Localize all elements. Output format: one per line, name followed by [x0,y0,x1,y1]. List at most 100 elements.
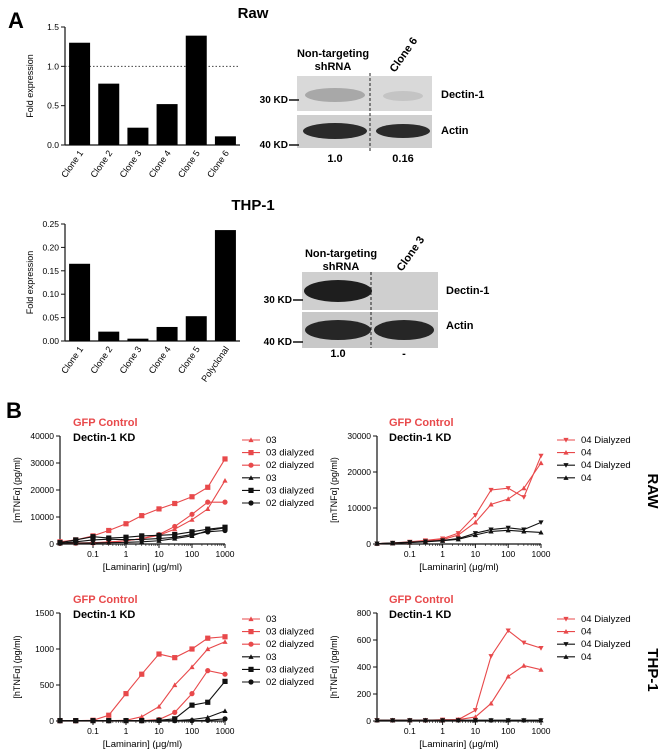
data-point [57,540,63,546]
x-tick-label: Clone 1 [59,148,85,179]
y-tick-label: 20000 [30,485,54,495]
data-point [563,629,569,634]
data-point [123,691,129,697]
data-point [139,671,145,677]
data-point [172,531,178,538]
data-point [505,527,511,533]
dectin-kd-label: Dectin-1 KD [73,609,135,621]
data-point [222,634,228,640]
data-point [472,513,478,518]
data-point [139,536,145,543]
y-tick-label: 0.0 [47,140,59,150]
data-point [248,616,254,622]
panel-a-letter: A [8,8,24,33]
data-point [374,541,380,546]
y-tick-label: 400 [357,662,371,672]
data-point [205,484,211,490]
series-line [377,665,542,721]
bar [156,104,178,145]
y-tick-label: 200 [357,689,371,699]
data-point [156,532,162,538]
gfp-control-label: GFP Control [389,594,454,606]
x-tick-label: Clone 3 [118,148,144,179]
data-point [472,708,478,713]
blot-marker-30kd: 30 KD [264,295,292,306]
data-point [189,664,195,670]
x-tick-label: 1 [124,726,129,736]
x-axis-label: [Laminarin] (μg/ml) [419,739,498,750]
legend-label: 02 dialyzed [266,460,314,471]
data-point [57,718,63,724]
data-point [248,437,254,443]
data-point [73,539,79,545]
x-tick-label: 10 [471,726,481,736]
legend-label: 04 [581,627,592,638]
x-tick-label: 10 [471,549,481,559]
x-tick-label: 0.1 [404,726,416,736]
blot-col1-line2: shRNA [323,261,360,273]
legend-label: 03 [266,473,277,484]
y-axis-label: [mTNFα] (pg/ml) [329,457,339,523]
data-point [123,718,129,724]
data-point [205,668,211,674]
blot-band [305,320,371,340]
x-tick-label: 0.1 [87,549,99,559]
data-point [205,499,211,505]
x-tick-label: 1 [440,549,445,559]
data-point [248,629,254,635]
data-point [172,655,178,661]
y-tick-label: 0 [366,716,371,726]
bar [127,338,149,341]
data-point [248,654,254,659]
data-point [172,500,178,507]
data-point [248,450,254,456]
data-point [222,477,228,483]
y-tick-label: 0.5 [47,101,59,111]
data-point [455,717,461,723]
data-point [172,534,178,540]
legend-label: 04 Dialyzed [581,614,631,625]
data-point [563,450,569,455]
data-point [106,540,112,545]
data-point [563,437,569,443]
y-tick-label: 20000 [347,467,371,477]
data-point [222,708,228,713]
gfp-control-label: GFP Control [389,417,454,429]
data-point [90,537,96,543]
data-point [172,709,178,715]
data-point [407,539,413,545]
data-point [472,519,478,525]
data-point [488,717,494,723]
row-label-thp1: THP-1 [644,648,661,691]
data-point [222,456,228,462]
blot-marker-40kd: 40 KD [260,140,288,151]
data-point [189,529,195,535]
data-point [205,526,211,532]
y-tick-label: 1500 [35,608,54,618]
data-point [73,718,79,724]
x-tick-label: Clone 2 [88,344,114,375]
group-labels-1: GFP Control Dectin-1 KD [73,417,138,444]
blot-band [376,124,430,138]
y-tick-label: 0 [366,539,371,549]
data-point [123,521,129,527]
y-tick-label: 10000 [30,512,54,522]
blot-col1-line2: shRNA [315,61,352,73]
legend-label: 04 [581,652,592,663]
data-point [205,506,211,511]
y-tick-label: 30000 [347,431,371,441]
y-tick-label: 600 [357,635,371,645]
data-point [205,717,211,723]
data-point [222,524,228,530]
blot-quant-2: - [402,348,406,360]
data-point [189,517,195,522]
data-point [374,717,380,723]
data-point [521,663,527,668]
y-tick-label: 10000 [347,503,371,513]
western-blot-thp1: Non-targeting shRNA Clone 3 30 KD 40 KD … [264,234,490,360]
data-point [139,714,145,719]
data-point [521,485,527,491]
data-point [222,716,228,722]
legend-label: 03 [266,435,277,446]
legend-label: 04 Dialyzed [581,435,631,446]
